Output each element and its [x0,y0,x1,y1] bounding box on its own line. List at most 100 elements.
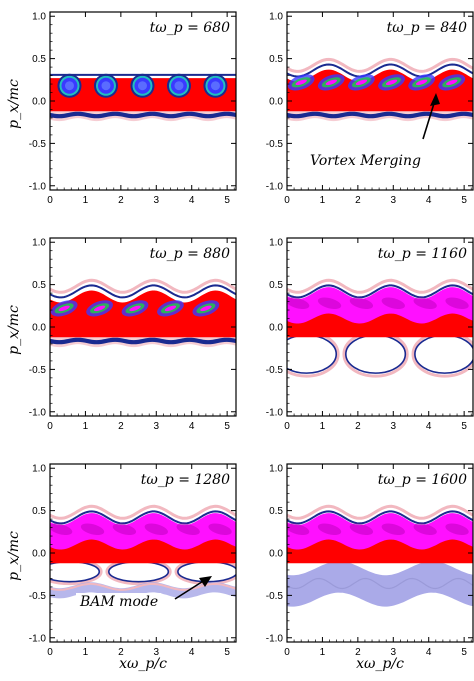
panel-t1280: 0 1 2 3 4 5 1.0 0.5 0.0 -0.5 -1.0 tω_p = 1280 [29,463,237,658]
y-tick-label: -1.0 [29,181,47,192]
y-tick-label: 1.0 [32,464,46,475]
x-tick-label: 3 [391,421,397,432]
x-tick-label: 5 [224,647,230,658]
x-tick-label: 2 [118,195,124,206]
ylabel-middle: p_x/mc [6,305,22,355]
x-tick-label: 5 [224,421,230,432]
y-tick-label: 0.0 [32,549,46,560]
x-tick-label: 2 [118,421,124,432]
x-tick-label: 3 [154,647,160,658]
phase-space-distribution [50,73,236,122]
y-tick-label: 0.5 [32,54,46,65]
y-tick-label: 0.0 [32,97,46,108]
time-label: tω_p = 1160 [378,246,467,262]
x-tick-label: 4 [189,421,195,432]
x-tick-label: 4 [426,421,432,432]
y-tick-label: 0.5 [269,506,283,517]
y-tick-label: 1.0 [269,12,283,23]
x-tick-label: 5 [461,421,467,432]
y-tick-label: 1.0 [32,238,46,249]
time-label-bg [152,243,230,263]
x-tick-label: 0 [47,195,53,206]
x-tick-label: 3 [154,421,160,432]
bam-mode-arrowhead [199,576,212,587]
x-tick-label: 2 [355,421,361,432]
x-tick-label: 1 [320,195,326,206]
y-tick-label: 0.0 [32,323,46,334]
x-tick-label: 2 [118,647,124,658]
y-tick-label: -1.0 [29,633,47,644]
phase-space-distribution [50,504,236,599]
panel-t880: 0 1 2 3 4 5 1.0 0.5 0.0 -0.5 -1.0 tω_p = 880 [29,237,237,432]
time-label-bg [389,243,467,263]
xlabel-left: xω_p/c [119,656,167,672]
vortex-merging-annotation: Vortex Merging [307,93,440,170]
time-label-bg [152,17,230,37]
xlabel-right: xω_p/c [356,656,404,672]
y-tick-label: 0.0 [269,549,283,560]
vortex-merging-arrowhead [430,93,440,106]
y-tick-label: 1.0 [269,238,283,249]
y-tick-label: 0.5 [32,506,46,517]
vortex-merging-label: Vortex Merging [310,153,421,169]
y-tick-label: -0.5 [29,365,47,376]
y-tick-label: -1.0 [266,181,284,192]
phase-space-distribution [287,278,473,378]
time-label: tω_p = 840 [387,20,467,36]
time-label: tω_p = 1280 [141,472,230,488]
y-tick-label: -1.0 [266,407,284,418]
phase-space-distribution [50,278,236,348]
x-tick-label: 5 [461,647,467,658]
time-label: tω_p = 1600 [378,472,467,488]
x-tick-label: 4 [426,195,432,206]
x-tick-label: 2 [355,647,361,658]
y-tick-label: 0.5 [269,54,283,65]
time-label: tω_p = 680 [150,20,230,36]
x-tick-label: 0 [47,647,53,658]
x-tick-label: 1 [83,195,89,206]
x-tick-label: 0 [284,195,290,206]
x-tick-label: 2 [355,195,361,206]
x-tick-label: 1 [83,421,89,432]
x-tick-label: 3 [391,647,397,658]
y-tick-label: 1.0 [32,12,46,23]
y-tick-label: 0.5 [269,280,283,291]
y-tick-label: -0.5 [29,139,47,150]
panel-t1600: 0 1 2 3 4 5 1.0 0.5 0.0 -0.5 -1.0 tω_p = 1600 [266,463,474,658]
panel-t1160: 0 1 2 3 4 5 1.0 0.5 0.0 -0.5 -1.0 tω_p = 1160 [266,237,474,432]
y-tick-label: 1.0 [269,464,283,475]
annotation-bg [76,593,162,611]
x-tick-label: 4 [189,195,195,206]
x-tick-label: 1 [83,647,89,658]
ylabel-bottom: p_x/mc [6,531,22,581]
y-tick-label: 0.0 [269,323,283,334]
y-tick-label: -0.5 [266,591,284,602]
time-label-bg [389,469,467,489]
x-tick-label: 0 [284,421,290,432]
ylabel-top: p_x/mc [6,79,22,129]
y-tick-label: -0.5 [29,591,47,602]
time-label-bg [152,469,230,489]
x-tick-label: 4 [189,647,195,658]
annotation-bg [307,152,424,170]
x-tick-label: 0 [47,421,53,432]
y-tick-label: 0.5 [32,280,46,291]
bam-mode-annotation: BAM mode [76,576,212,611]
y-tick-label: -1.0 [29,407,47,418]
phase-space-distribution [287,57,473,122]
time-label-bg [389,17,467,37]
bam-mode-label: BAM mode [79,594,158,610]
panel-t680: 0 1 2 3 4 5 1.0 0.5 0.0 -0.5 -1.0 tω_p = 680 [29,11,237,206]
x-tick-label: 1 [320,421,326,432]
x-tick-label: 0 [284,647,290,658]
x-tick-label: 1 [320,647,326,658]
phase-space-distribution [287,504,473,607]
x-tick-label: 5 [461,195,467,206]
x-tick-label: 4 [426,647,432,658]
y-tick-label: -0.5 [266,139,284,150]
time-label: tω_p = 880 [150,246,230,262]
panel-t840: 0 1 2 3 4 5 1.0 0.5 0.0 -0.5 -1.0 tω_p = 840 [266,11,474,206]
y-tick-label: -0.5 [266,365,284,376]
x-tick-label: 3 [154,195,160,206]
